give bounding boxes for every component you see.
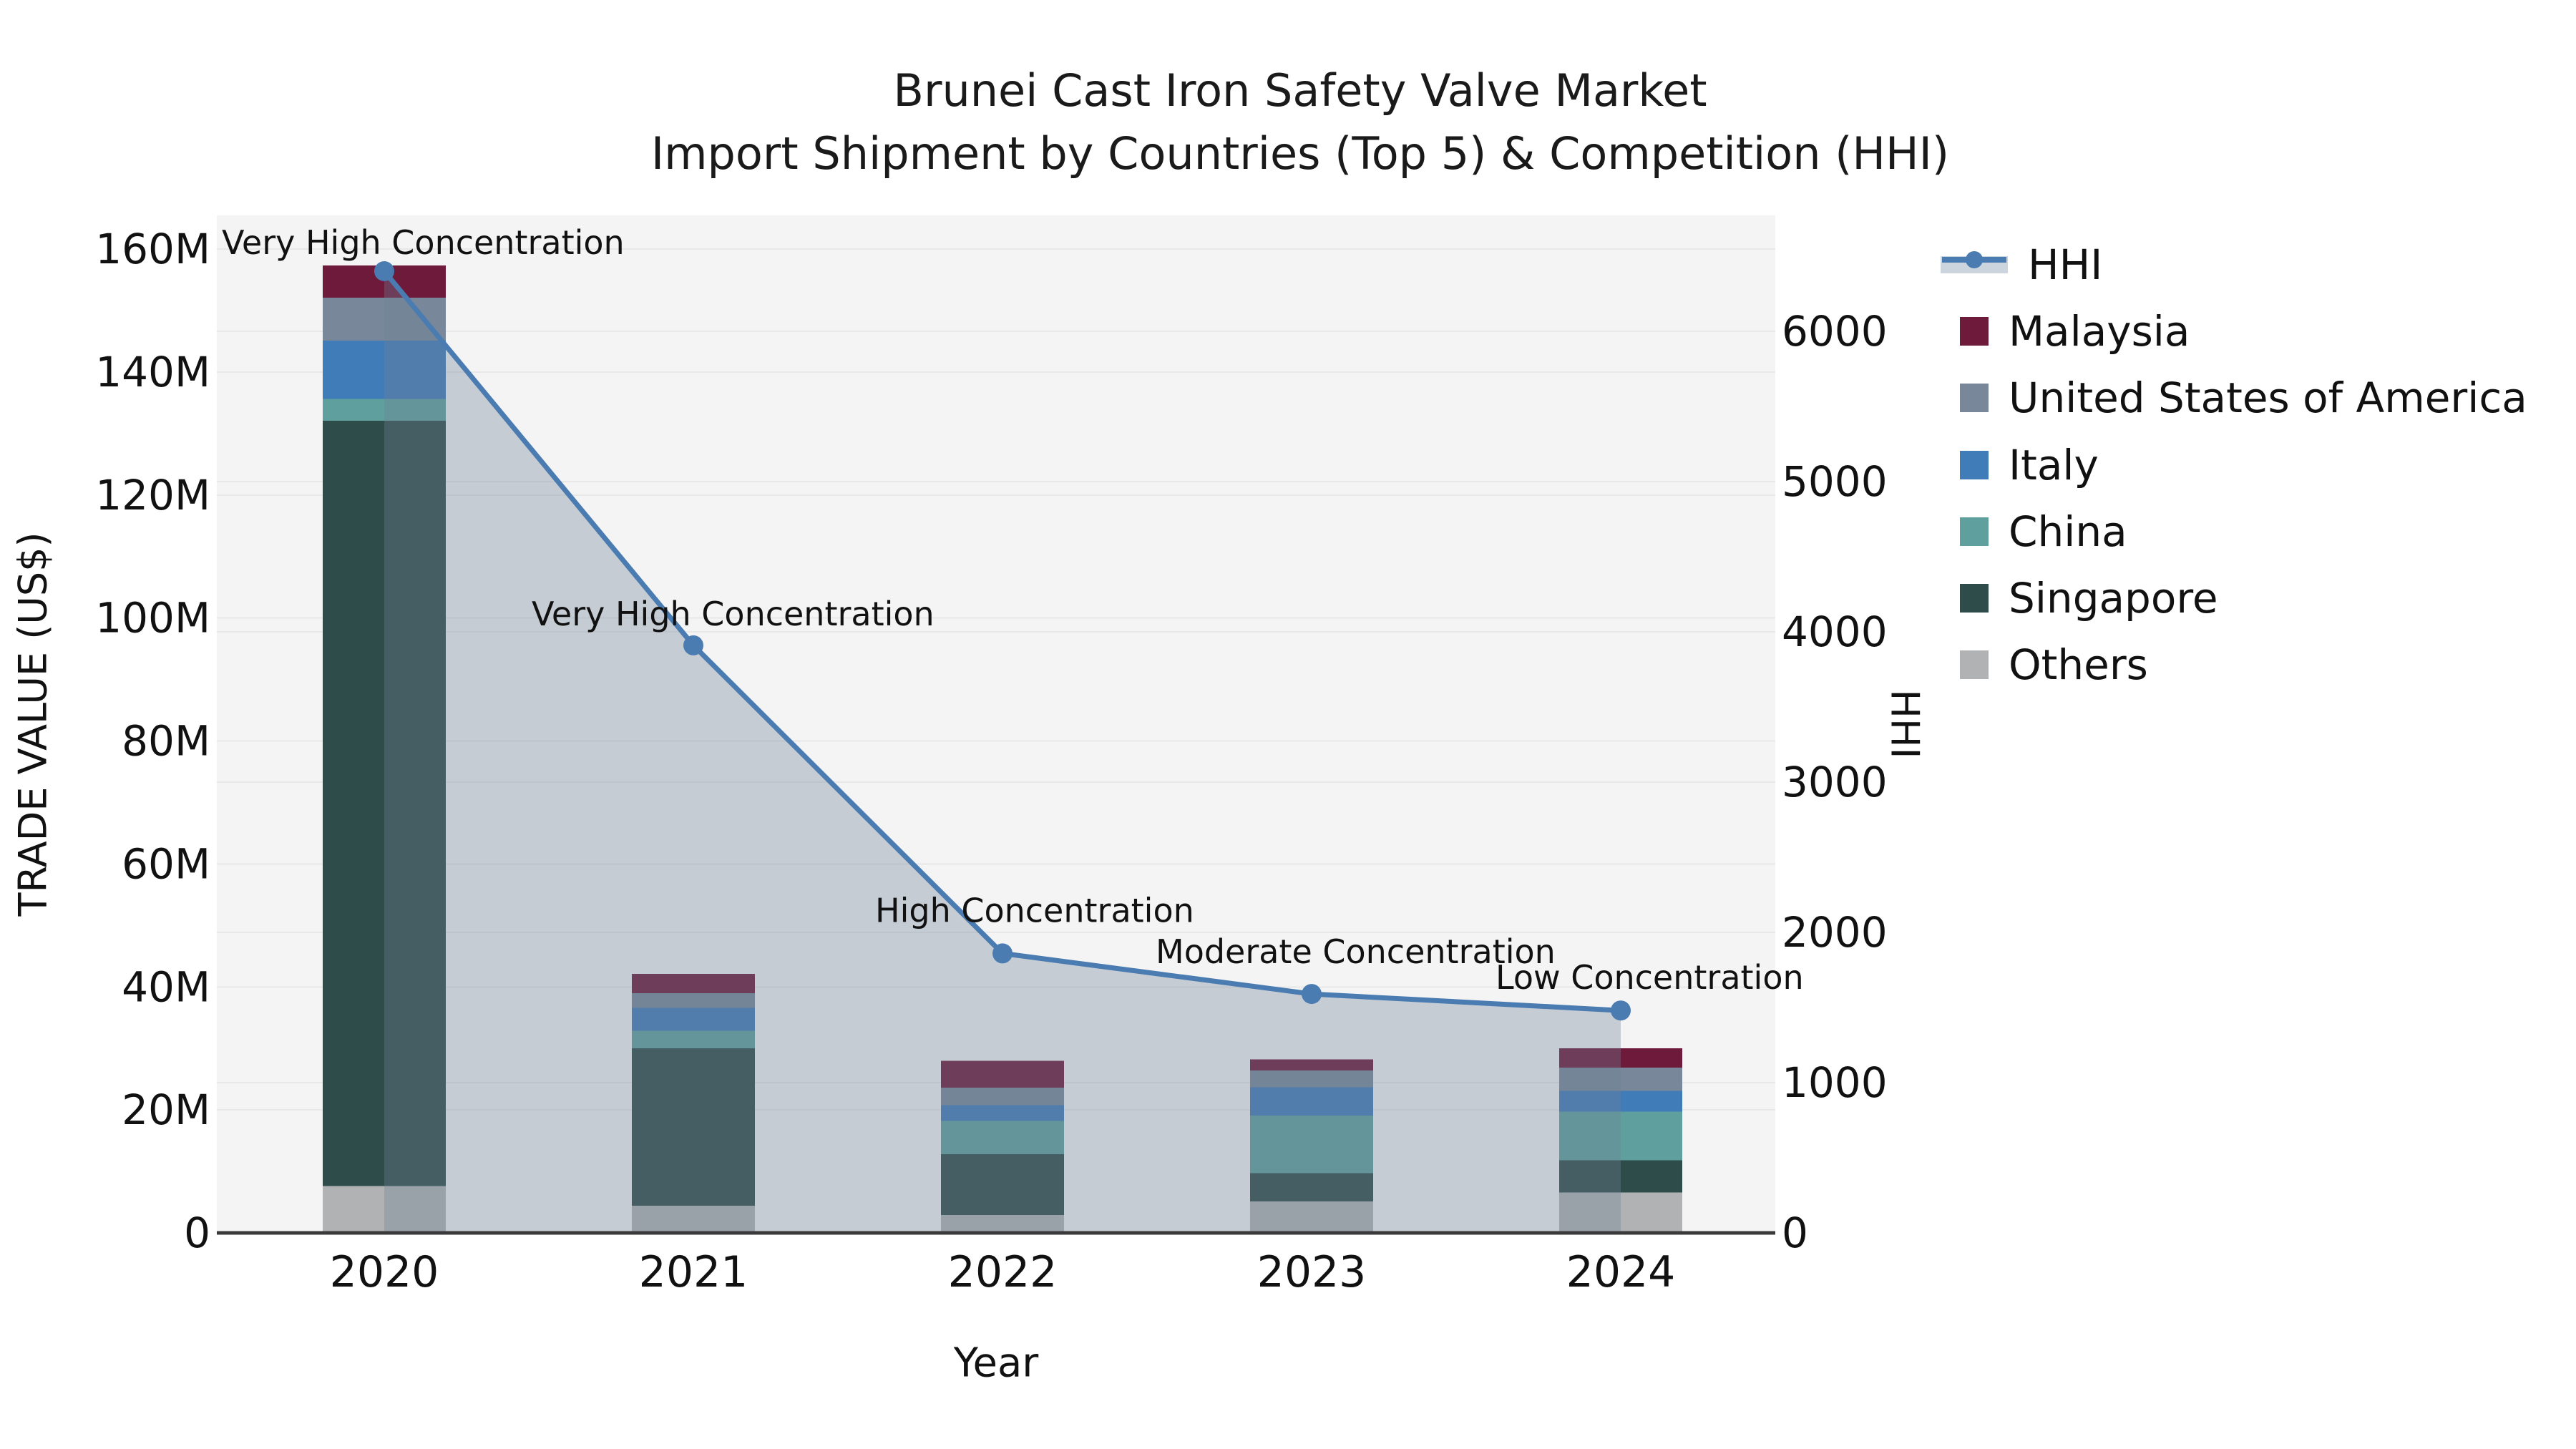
left-tick-20M: 20M — [122, 1085, 210, 1134]
chart-title-line-1: Brunei Cast Iron Safety Valve Market — [893, 64, 1707, 117]
legend-label: United States of America — [2009, 374, 2527, 423]
legend-item-malaysia: Malaysia — [1941, 306, 2190, 356]
legend-swatch-icon — [1960, 450, 1989, 479]
left-tick-100M: 100M — [95, 594, 210, 643]
right-tick-1000: 1000 — [1782, 1058, 1888, 1107]
legend-item-others: Others — [1941, 640, 2148, 690]
legend-swatch-icon — [1960, 650, 1989, 680]
x-tick-2022: 2022 — [948, 1247, 1058, 1297]
bar-segment-2023-others — [1250, 1201, 1373, 1233]
bar-segment-2024-others — [1559, 1192, 1682, 1233]
x-tick-2024: 2024 — [1566, 1247, 1676, 1297]
bar-segment-2022-italy — [941, 1105, 1064, 1121]
legend-label: HHI — [2028, 240, 2103, 289]
bar-segment-2022-singapore — [941, 1154, 1064, 1216]
legend-swatch-icon — [1960, 517, 1989, 546]
hhi-line-swatch-icon — [1941, 251, 2008, 273]
left-tick-120M: 120M — [95, 471, 210, 519]
right-tick-6000: 6000 — [1782, 307, 1888, 356]
bar-segment-2023-italy — [1250, 1087, 1373, 1116]
annotation-2024: Low Concentration — [1496, 958, 1804, 997]
legend-label: Singapore — [2009, 574, 2218, 623]
bar-segment-2023-malaysia — [1250, 1059, 1373, 1071]
annotation-2022: High Concentration — [875, 891, 1194, 930]
gridlines — [217, 248, 1775, 1111]
hhi-point-2020 — [374, 261, 394, 281]
annotation-2021: Very High Concentration — [532, 595, 935, 633]
bar-segment-2021-singapore — [632, 1048, 755, 1206]
bar-segment-2021-others — [632, 1206, 755, 1233]
legend-swatch-icon — [1960, 384, 1989, 413]
bar-segment-2020-china — [323, 399, 446, 421]
bar-segment-2022-others — [941, 1215, 1064, 1233]
bar-segment-2024-malaysia — [1559, 1048, 1682, 1068]
bar-segment-2020-italy — [323, 341, 446, 399]
bar-segment-2022-malaysia — [941, 1060, 1064, 1088]
bar-segment-2022-united-states-of-america — [941, 1088, 1064, 1106]
right-tick-4000: 4000 — [1782, 608, 1888, 656]
bar-segment-2023-united-states-of-america — [1250, 1070, 1373, 1088]
bar-segment-2021-china — [632, 1030, 755, 1049]
bar-segment-2022-china — [941, 1121, 1064, 1154]
left-axis-title: TRADE VALUE (US$) — [10, 532, 56, 917]
legend-item-china: China — [1941, 507, 2127, 557]
left-tick-80M: 80M — [122, 717, 210, 766]
x-tick-2021: 2021 — [639, 1247, 748, 1297]
chart-title-line-2: Import Shipment by Countries (Top 5) & C… — [650, 127, 1950, 180]
legend-label: Others — [2009, 640, 2148, 690]
bar-segment-2020-others — [323, 1186, 446, 1233]
bar-segment-2020-singapore — [323, 420, 446, 1186]
hhi-point-2024 — [1611, 1000, 1631, 1021]
left-tick-60M: 60M — [122, 839, 210, 888]
hhi-point-2022 — [992, 943, 1013, 964]
legend-swatch-icon — [1960, 317, 1989, 346]
hhi-area-fill — [384, 271, 1621, 1233]
bar-segment-2023-singapore — [1250, 1173, 1373, 1202]
x-tick-2023: 2023 — [1257, 1247, 1367, 1297]
bar-segment-2024-italy — [1559, 1091, 1682, 1112]
annotation-2023: Moderate Concentration — [1156, 932, 1556, 971]
right-tick-3000: 3000 — [1782, 758, 1888, 806]
legend-item-united-states-of-america: United States of America — [1941, 373, 2527, 423]
legend-label: Italy — [2009, 440, 2099, 489]
legend-item-hhi: HHI — [1941, 240, 2102, 290]
right-tick-5000: 5000 — [1782, 457, 1888, 506]
left-tick-160M: 160M — [95, 225, 210, 273]
right-tick-0: 0 — [1782, 1209, 1808, 1257]
right-tick-2000: 2000 — [1782, 908, 1888, 957]
bars — [323, 265, 1682, 1233]
legend-item-singapore: Singapore — [1941, 573, 2218, 623]
bar-segment-2021-malaysia — [632, 974, 755, 993]
legend-label: China — [2009, 507, 2127, 556]
bar-segment-2021-united-states-of-america — [632, 992, 755, 1008]
left-tick-0: 0 — [184, 1209, 210, 1257]
bar-segment-2024-china — [1559, 1111, 1682, 1161]
bar-segment-2023-china — [1250, 1115, 1373, 1174]
hhi-point-2023 — [1302, 984, 1322, 1005]
right-axis-title: HHI — [1882, 689, 1928, 759]
hhi-legend-marker — [1966, 251, 1983, 268]
legend-label: Malaysia — [2009, 307, 2190, 356]
bar-segment-2024-united-states-of-america — [1559, 1067, 1682, 1091]
legend-item-italy: Italy — [1941, 440, 2099, 490]
x-axis-title: Year — [953, 1340, 1039, 1387]
legend-swatch-icon — [1960, 584, 1989, 613]
hhi-point-2021 — [683, 635, 703, 655]
bar-segment-2024-singapore — [1559, 1160, 1682, 1193]
annotation-2020: Very High Concentration — [222, 223, 625, 262]
bar-segment-2021-italy — [632, 1008, 755, 1031]
left-tick-140M: 140M — [95, 348, 210, 396]
left-tick-40M: 40M — [122, 962, 210, 1011]
x-tick-2020: 2020 — [330, 1247, 439, 1297]
